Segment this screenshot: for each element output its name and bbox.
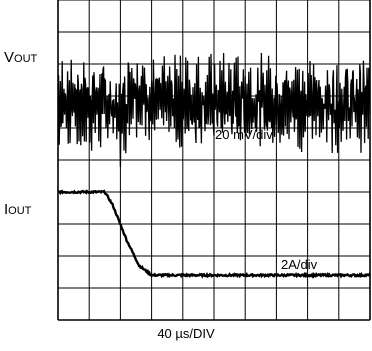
vout-trace: [57, 52, 371, 167]
iout-scale-label: 2A/div: [281, 257, 318, 272]
iout-label: IOUT: [4, 201, 32, 218]
scope-grid: [57, 0, 371, 321]
vout-label: VOUT: [4, 49, 38, 66]
iout-trace: [57, 189, 372, 279]
x-axis-label: 40 µs/DIV: [157, 326, 215, 341]
scope-traces: [57, 52, 372, 279]
vout-scale-label: 20 mV/div: [215, 127, 273, 142]
